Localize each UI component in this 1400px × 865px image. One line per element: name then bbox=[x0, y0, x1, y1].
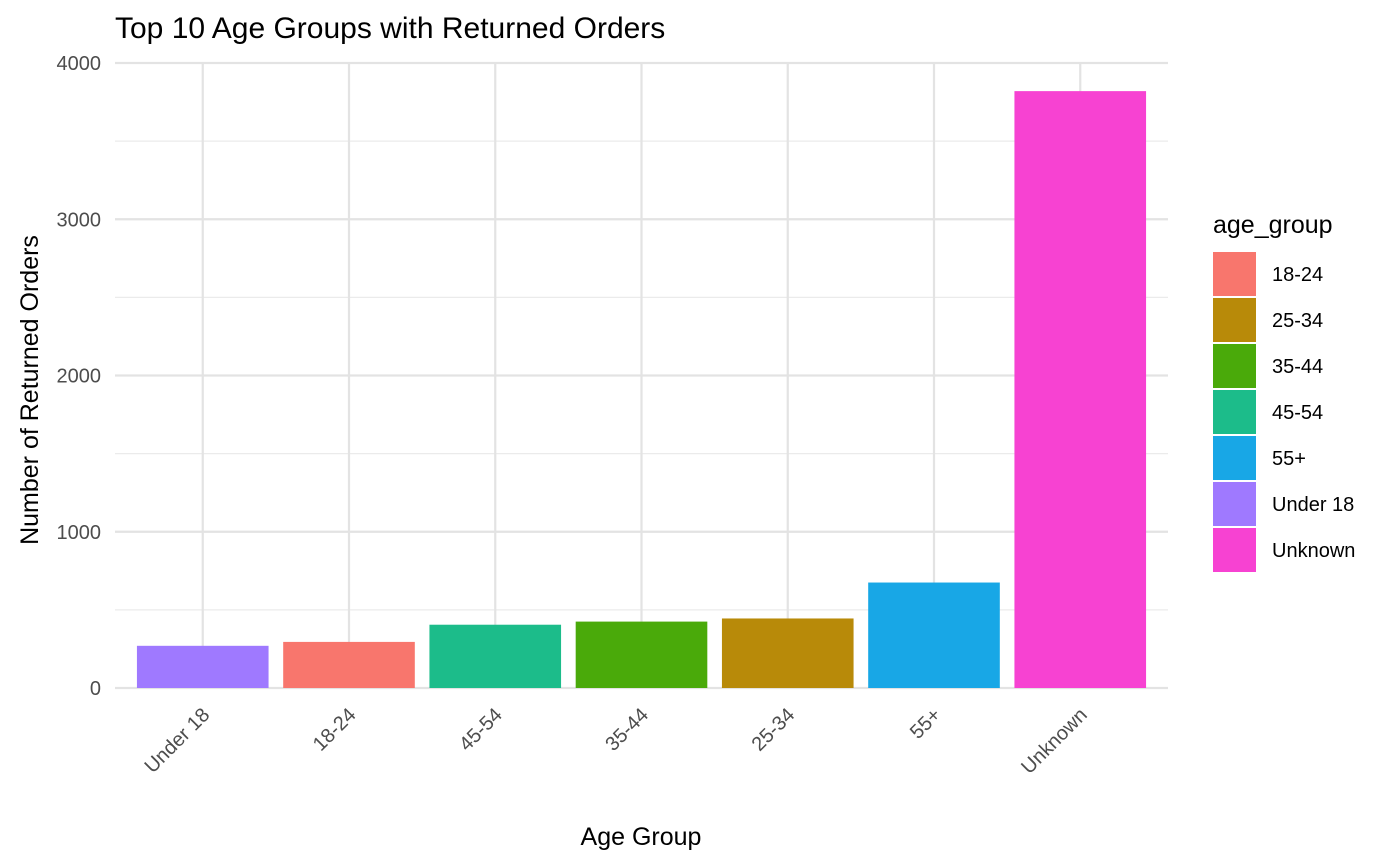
bar-18-24 bbox=[283, 641, 415, 688]
legend-key bbox=[1213, 252, 1256, 296]
bar-55- bbox=[868, 582, 1000, 688]
y-axis-label: Number of Returned Orders bbox=[16, 235, 44, 545]
bar-35-44 bbox=[575, 621, 708, 688]
x-tick-label: 25-34 bbox=[748, 704, 800, 756]
legend-label: 45-54 bbox=[1272, 402, 1323, 424]
bars bbox=[136, 91, 1147, 688]
bar-45-54 bbox=[429, 624, 562, 688]
y-axis-ticks: 0 1000 2000 3000 4000 bbox=[57, 53, 102, 700]
y-tick-label: 0 bbox=[90, 678, 101, 700]
bar-under-18 bbox=[136, 645, 269, 688]
x-axis-ticks: Under 18 18-24 45-54 35-44 25-34 55+ Unknown bbox=[141, 704, 1092, 779]
legend-label: 18-24 bbox=[1272, 264, 1323, 286]
legend: age_group 18-24 25-34 35-44 45-54 55+ Under 1… bbox=[1213, 211, 1355, 572]
x-tick-label: Unknown bbox=[1017, 704, 1092, 779]
x-tick-label: 35-44 bbox=[601, 704, 653, 756]
legend-label: 35-44 bbox=[1272, 356, 1323, 378]
y-tick-label: 3000 bbox=[57, 209, 102, 231]
x-tick-label: 45-54 bbox=[455, 704, 507, 756]
x-tick-label: Under 18 bbox=[141, 704, 215, 778]
legend-key bbox=[1213, 298, 1256, 342]
y-tick-label: 4000 bbox=[57, 53, 102, 75]
chart-title: Top 10 Age Groups with Returned Orders bbox=[115, 12, 665, 45]
y-tick-label: 1000 bbox=[57, 522, 102, 544]
legend-key bbox=[1213, 482, 1256, 526]
major-gridlines bbox=[115, 61, 1168, 690]
bar-unknown bbox=[1014, 91, 1147, 688]
legend-label: 55+ bbox=[1272, 448, 1306, 470]
legend-label: 25-34 bbox=[1272, 310, 1323, 332]
legend-key bbox=[1213, 390, 1256, 434]
legend-key bbox=[1213, 528, 1256, 572]
x-tick-label: 18-24 bbox=[309, 704, 361, 756]
legend-title: age_group bbox=[1213, 211, 1333, 239]
bar-25-34 bbox=[721, 618, 854, 688]
legend-label: Unknown bbox=[1272, 540, 1355, 562]
y-tick-label: 2000 bbox=[57, 366, 102, 388]
legend-key bbox=[1213, 436, 1256, 480]
legend-label: Under 18 bbox=[1272, 494, 1354, 516]
x-axis-label: Age Group bbox=[581, 823, 702, 851]
x-tick-label: 55+ bbox=[906, 704, 946, 744]
legend-key bbox=[1213, 344, 1256, 388]
